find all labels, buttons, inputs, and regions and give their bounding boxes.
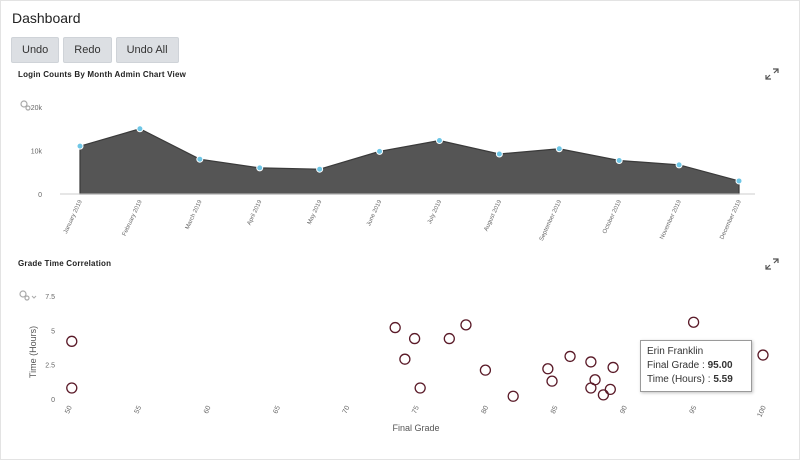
tooltip-grade: Final Grade : 95.00 xyxy=(647,360,733,371)
expand-icon[interactable] xyxy=(765,258,779,270)
x-tick-label: 80 xyxy=(481,405,491,415)
scatter-point xyxy=(542,363,554,375)
scatter-point xyxy=(414,382,426,394)
gears-icon[interactable] xyxy=(19,290,37,301)
scatter-point xyxy=(66,382,78,394)
y-tick-label: 20k xyxy=(31,105,43,112)
x-tick-label: 55 xyxy=(134,405,144,415)
toolbar: Undo Redo Undo All xyxy=(11,37,179,63)
y-tick-label: 0 xyxy=(51,397,55,404)
data-point xyxy=(435,136,443,144)
expand-icon[interactable] xyxy=(765,68,779,80)
x-tick-label: 50 xyxy=(64,405,74,415)
login-chart-title: Login Counts By Month Admin Chart View xyxy=(18,70,187,79)
scatter-point xyxy=(687,316,700,328)
tooltip-name: Erin Franklin xyxy=(647,346,704,357)
scatter-point xyxy=(507,390,519,402)
y-tick-label: 5 xyxy=(51,328,55,335)
tooltip-time: Time (Hours) : 5.59 xyxy=(647,374,733,385)
scatter-tooltip: Erin Franklin Final Grade : 95.00 Time (… xyxy=(640,340,752,392)
redo-button[interactable]: Redo xyxy=(63,37,112,63)
y-tick-label: 10k xyxy=(31,149,43,156)
scatter-point xyxy=(564,350,576,363)
x-tick-label: 85 xyxy=(550,405,560,415)
scatter-point xyxy=(546,375,558,387)
scatter-point xyxy=(66,335,78,347)
page-title: Dashboard xyxy=(12,10,81,26)
data-point xyxy=(555,145,563,153)
y-tick-label: 2.5 xyxy=(45,363,55,370)
x-tick-label: 75 xyxy=(411,405,421,415)
x-tick-label: 95 xyxy=(689,405,699,415)
scatter-point xyxy=(585,356,597,368)
x-tick-label: 60 xyxy=(203,405,213,415)
data-point xyxy=(376,147,384,155)
data-point xyxy=(615,157,623,165)
scatter-point xyxy=(604,383,616,396)
x-axis-title: Final Grade xyxy=(392,423,439,433)
scatter-point xyxy=(443,332,455,345)
scatter-point xyxy=(460,319,472,331)
x-tick-label: 90 xyxy=(619,405,629,415)
data-point xyxy=(256,164,264,172)
x-tick-label: 70 xyxy=(342,405,352,415)
data-point xyxy=(495,150,503,158)
scatter-point xyxy=(389,321,401,334)
data-point xyxy=(136,125,144,133)
data-point xyxy=(675,161,683,169)
x-tick-label: 100 xyxy=(757,405,768,419)
scatter-point xyxy=(597,389,610,401)
scatter-point xyxy=(399,353,411,365)
data-point xyxy=(316,165,324,173)
x-tick-label: 65 xyxy=(272,405,282,415)
y-tick-label: 7.5 xyxy=(45,294,55,301)
scatter-point xyxy=(607,361,619,374)
scatter-point xyxy=(479,364,492,376)
undo-button[interactable]: Undo xyxy=(11,37,60,63)
data-point xyxy=(196,155,204,163)
undo-all-button[interactable]: Undo All xyxy=(115,37,179,63)
grade-chart-title: Grade Time Correlation xyxy=(18,259,112,268)
y-tick-label: 0 xyxy=(38,192,42,199)
scatter-point xyxy=(589,374,601,386)
scatter-point xyxy=(408,332,421,345)
data-point xyxy=(735,177,743,185)
y-axis-title: Time (Hours) xyxy=(28,326,38,378)
scatter-point xyxy=(757,349,769,361)
data-point xyxy=(76,142,84,150)
gears-icon[interactable] xyxy=(20,100,31,111)
